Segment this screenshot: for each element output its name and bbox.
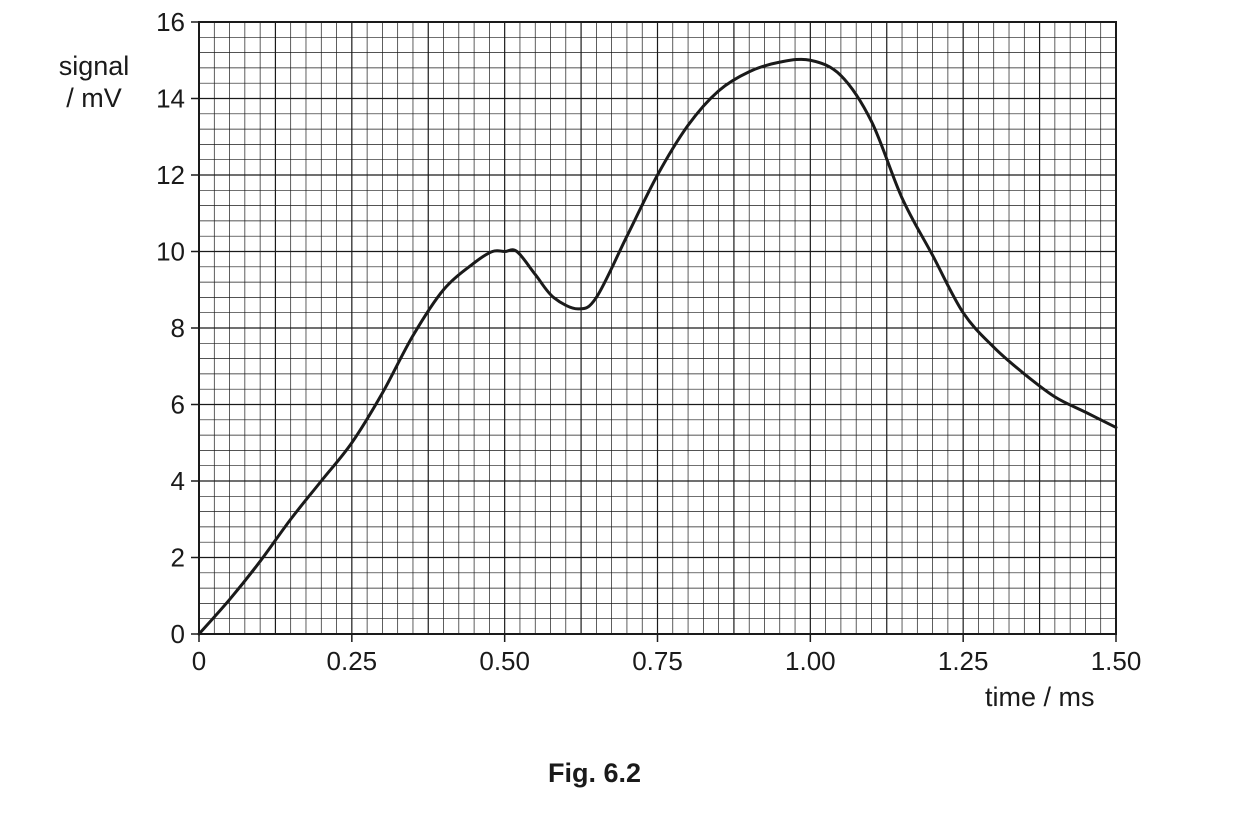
y-tick-label: 16 bbox=[156, 7, 185, 37]
x-tick-label: 1.25 bbox=[938, 646, 989, 676]
y-axis-label-line1: signal bbox=[58, 51, 130, 81]
x-tick-label: 1.50 bbox=[1091, 646, 1142, 676]
major-grid bbox=[199, 22, 1116, 634]
y-tick-label: 6 bbox=[171, 390, 185, 420]
x-tick-labels: 0 0.25 0.50 0.75 1.00 1.25 1.50 bbox=[192, 634, 1142, 676]
y-axis-label-line2: / mV bbox=[66, 83, 122, 113]
x-tick-label: 0 bbox=[192, 646, 206, 676]
x-tick-label: 0.50 bbox=[479, 646, 530, 676]
figure-caption: Fig. 6.2 bbox=[548, 758, 642, 788]
y-tick-label: 8 bbox=[171, 313, 185, 343]
y-tick-label: 2 bbox=[171, 543, 185, 573]
y-tick-label: 10 bbox=[156, 237, 185, 267]
x-tick-label: 0.25 bbox=[327, 646, 378, 676]
y-tick-labels: 0 2 4 6 8 10 12 14 16 bbox=[156, 7, 199, 649]
y-tick-label: 0 bbox=[171, 619, 185, 649]
y-tick-label: 4 bbox=[171, 466, 185, 496]
x-axis-label: time / ms bbox=[985, 682, 1095, 712]
signal-curve bbox=[197, 57, 1118, 636]
x-tick-label: 1.00 bbox=[785, 646, 836, 676]
y-tick-label: 14 bbox=[156, 84, 185, 114]
x-tick-label: 0.75 bbox=[632, 646, 683, 676]
y-axis-label: signal / mV bbox=[54, 50, 134, 114]
y-tick-label: 12 bbox=[156, 160, 185, 190]
